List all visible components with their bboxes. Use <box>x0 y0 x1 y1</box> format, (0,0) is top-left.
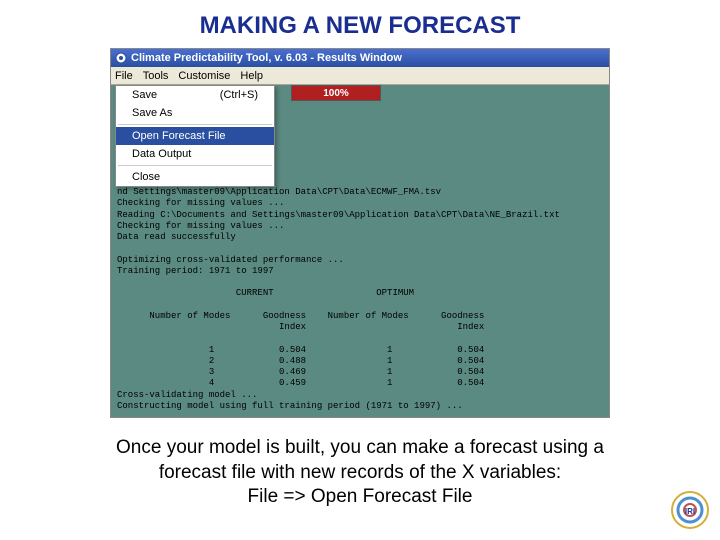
menu-data-output-label: Data Output <box>132 148 191 160</box>
caption-line-2: forecast file with new records of the X … <box>30 461 690 486</box>
menu-open-forecast-label: Open Forecast File <box>132 130 226 142</box>
menu-customise[interactable]: Customise <box>178 70 230 82</box>
menu-save-as[interactable]: Save As <box>116 104 274 122</box>
menu-help[interactable]: Help <box>240 70 263 82</box>
caption-line-3: File => Open Forecast File <box>30 485 690 510</box>
progress-label: 100% <box>323 88 349 99</box>
app-window: Climate Predictability Tool, v. 6.03 - R… <box>110 48 610 418</box>
progress-bar: 100% <box>291 85 381 101</box>
slide-title: MAKING A NEW FORECAST <box>0 0 720 48</box>
iri-logo: IRI <box>670 490 710 530</box>
menu-save-label: Save <box>132 89 157 101</box>
menu-save[interactable]: Save (Ctrl+S) <box>116 86 274 104</box>
menu-data-output[interactable]: Data Output <box>116 145 274 163</box>
menu-separator-1 <box>118 124 272 125</box>
menu-save-shortcut: (Ctrl+S) <box>220 89 258 101</box>
menu-close[interactable]: Close <box>116 168 274 186</box>
menu-save-as-label: Save As <box>132 107 172 119</box>
file-dropdown: Save (Ctrl+S) Save As Open Forecast File… <box>115 85 275 187</box>
window-title: Climate Predictability Tool, v. 6.03 - R… <box>131 52 402 64</box>
menu-tools[interactable]: Tools <box>143 70 169 82</box>
menu-close-label: Close <box>132 171 160 183</box>
svg-text:IRI: IRI <box>685 507 695 516</box>
app-icon <box>115 52 127 64</box>
console-output: nd Settings\master09\Application Data\CP… <box>117 187 603 411</box>
caption-line-1: Once your model is built, you can make a… <box>30 436 690 461</box>
menu-file[interactable]: File <box>115 70 133 82</box>
titlebar: Climate Predictability Tool, v. 6.03 - R… <box>111 49 609 67</box>
slide-caption: Once your model is built, you can make a… <box>0 418 720 510</box>
menubar: File Tools Customise Help <box>111 67 609 85</box>
menu-open-forecast[interactable]: Open Forecast File <box>116 127 274 145</box>
menu-separator-2 <box>118 165 272 166</box>
